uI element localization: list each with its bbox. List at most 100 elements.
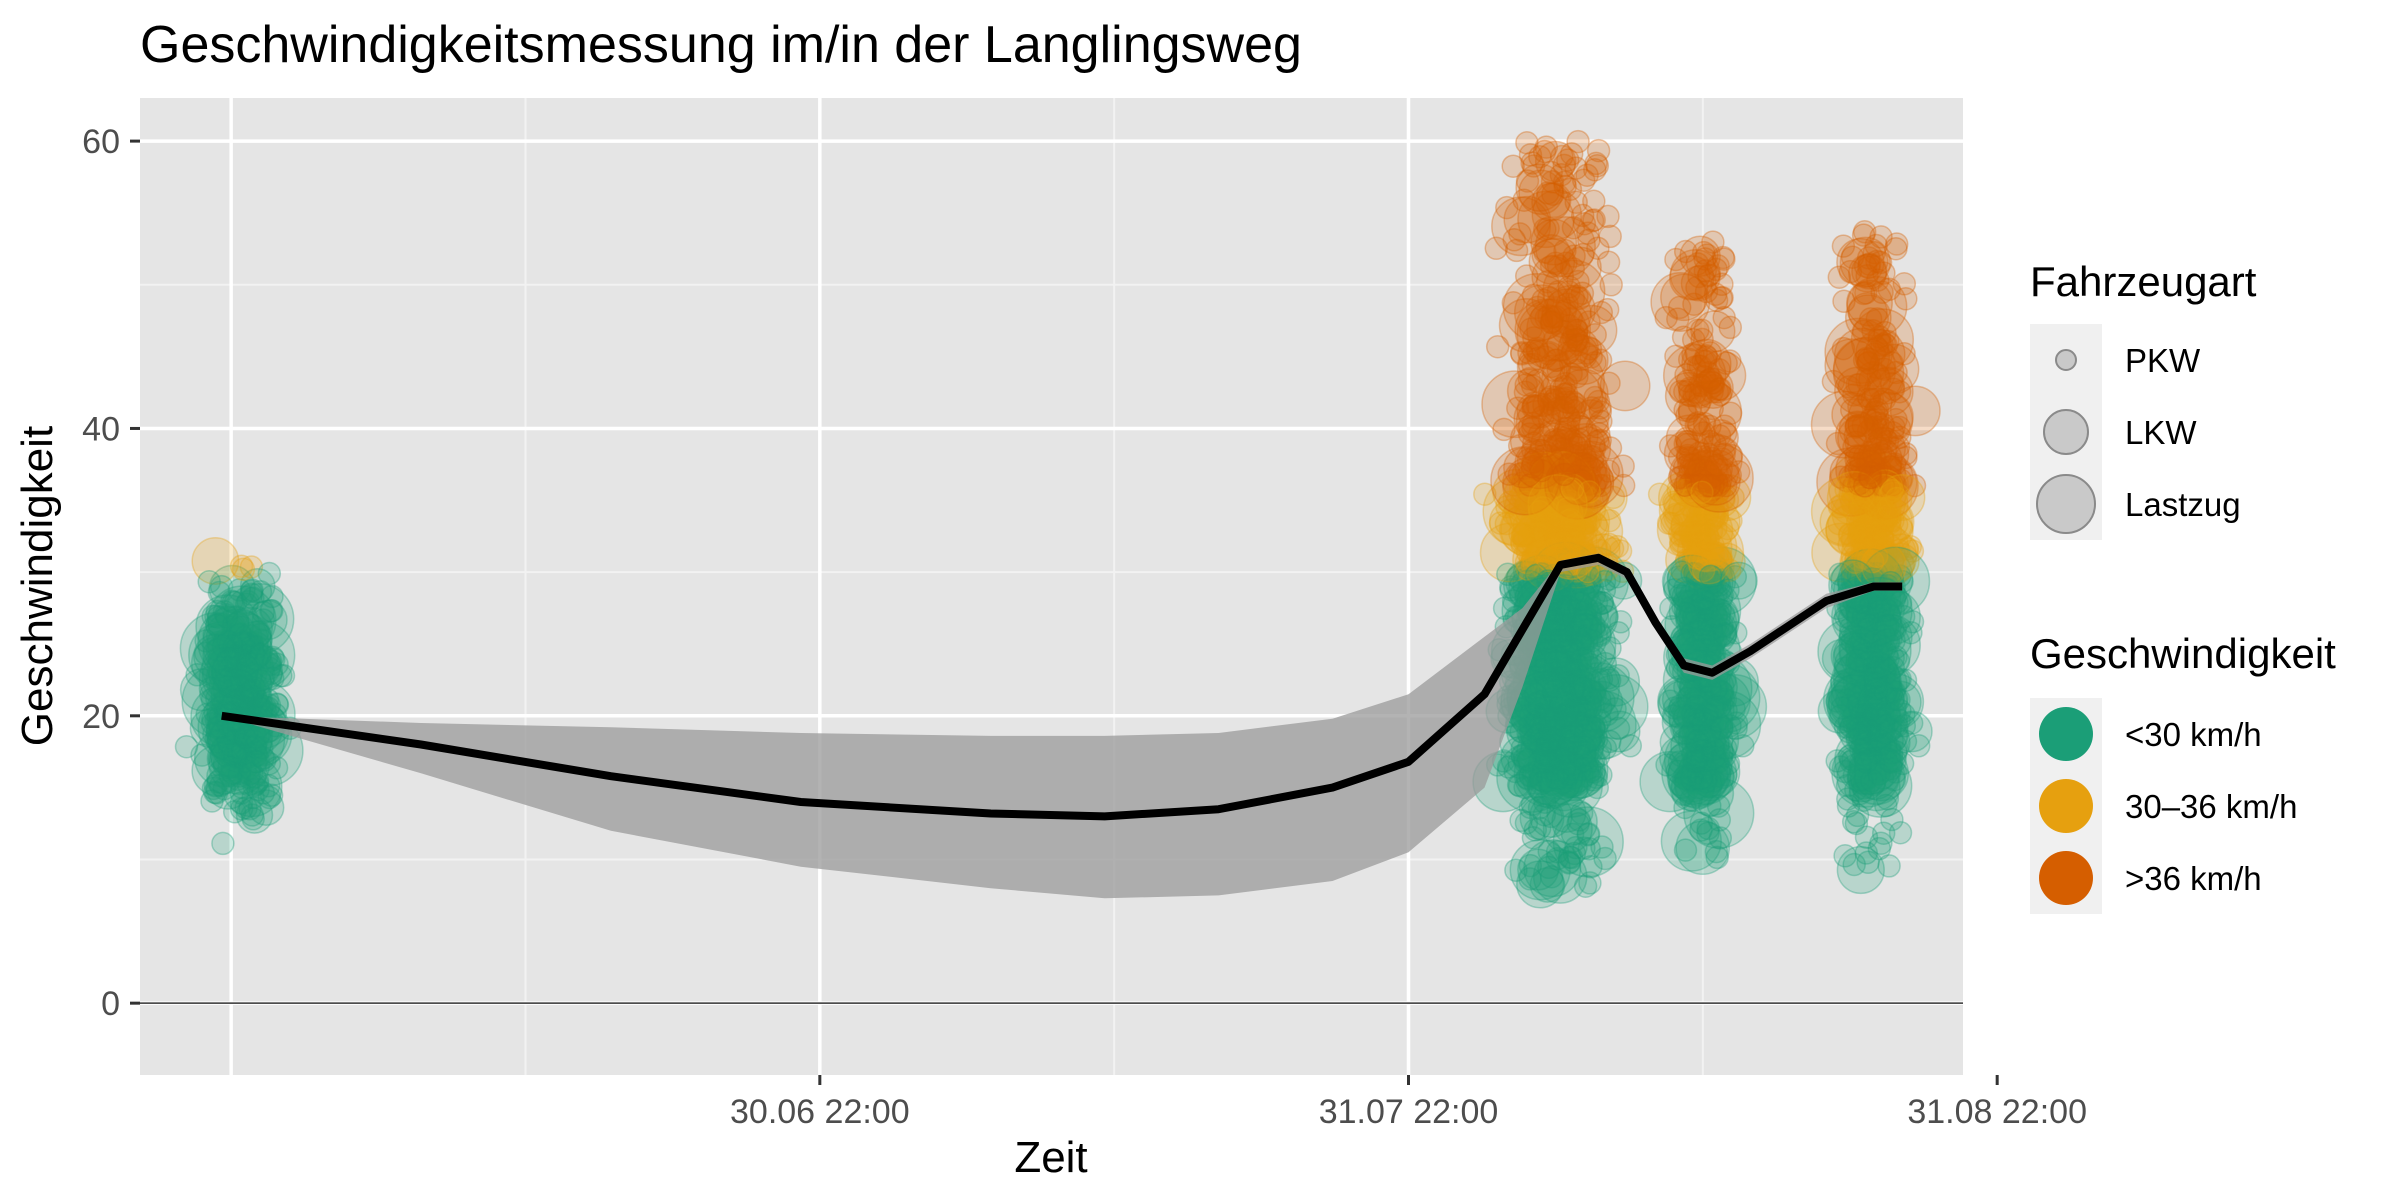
data-point (234, 643, 259, 668)
data-point (1606, 663, 1630, 688)
data-point (224, 612, 249, 637)
data-point (236, 685, 261, 710)
data-point (204, 604, 228, 629)
data-point (1867, 655, 1891, 679)
data-point (227, 764, 252, 788)
data-point (248, 642, 273, 666)
data-point (237, 675, 262, 699)
data-point (265, 652, 289, 677)
data-point (251, 608, 276, 632)
data-point (236, 680, 260, 704)
data-point (236, 772, 261, 797)
data-point (265, 692, 289, 716)
data-point (235, 796, 274, 834)
data-point (240, 631, 265, 656)
data-point (1552, 767, 1577, 791)
data-point (1511, 471, 1535, 495)
data-point (221, 641, 245, 665)
data-point (234, 684, 258, 708)
data-point (1535, 729, 1581, 775)
data-point (244, 743, 269, 768)
data-point (1831, 234, 1856, 258)
data-point (1877, 854, 1901, 878)
data-point (257, 785, 282, 810)
data-point (1533, 240, 1557, 264)
data-point (1842, 852, 1866, 877)
data-point (203, 774, 228, 798)
data-point (1864, 233, 1888, 258)
data-point (223, 667, 247, 691)
grid-lines (140, 98, 1999, 1075)
data-point (217, 666, 242, 691)
data-point (1546, 492, 1571, 516)
data-point (248, 622, 272, 647)
data-point (225, 690, 249, 714)
data-point (1570, 714, 1608, 752)
data-point (207, 612, 231, 637)
data-point (214, 603, 238, 627)
data-point (230, 639, 272, 681)
data-point (243, 662, 268, 687)
data-point (220, 662, 244, 687)
data-point (222, 660, 273, 711)
data-point (1583, 684, 1608, 709)
data-point (227, 623, 252, 647)
data-point (1599, 273, 1623, 297)
data-point (1906, 734, 1931, 758)
data-point (243, 733, 268, 757)
legend-label-speed: >36 km/h (2125, 860, 2262, 897)
data-point (1532, 139, 1557, 164)
data-point (226, 610, 250, 635)
data-point (205, 719, 229, 744)
data-point (1706, 794, 1731, 818)
y-tick-label: 60 (82, 123, 120, 161)
data-point (262, 647, 286, 671)
data-point (220, 755, 244, 779)
data-point (246, 692, 271, 717)
data-point (206, 630, 230, 655)
data-point (225, 656, 250, 680)
data-point (1558, 478, 1582, 502)
data-point (240, 635, 265, 659)
data-point (259, 661, 283, 685)
data-point (1564, 318, 1589, 343)
data-point (1679, 235, 1721, 277)
data-point (246, 777, 270, 802)
data-point (227, 733, 251, 757)
data-point (191, 537, 240, 585)
data-point (217, 721, 242, 746)
data-point (244, 686, 268, 711)
data-point (245, 771, 269, 795)
data-point (193, 633, 239, 679)
data-point (221, 675, 246, 700)
data-point (1562, 684, 1605, 727)
data-point (239, 579, 264, 603)
data-point (229, 669, 254, 694)
y-axis: 0 20 40 60 (82, 123, 140, 1023)
data-point (210, 661, 235, 686)
data-point (1557, 502, 1582, 526)
data-point (1672, 455, 1697, 480)
data-point (239, 555, 264, 579)
data-point (197, 569, 221, 594)
data-point (211, 664, 236, 689)
data-point (1518, 549, 1542, 573)
data-point (243, 772, 268, 797)
data-point (197, 606, 269, 678)
data-point (1529, 794, 1573, 839)
data-point (224, 669, 249, 693)
data-point (229, 685, 254, 710)
data-point (220, 634, 244, 658)
data-point (239, 684, 264, 708)
data-point (1492, 468, 1539, 516)
data-point (205, 613, 229, 638)
data-point (212, 666, 257, 711)
data-point (222, 633, 265, 677)
data-point (1581, 444, 1605, 469)
data-point (1564, 702, 1589, 726)
data-point (1866, 522, 1891, 547)
data-point (1560, 707, 1606, 753)
data-point (200, 687, 225, 712)
data-point (260, 598, 284, 623)
data-point (235, 680, 259, 704)
